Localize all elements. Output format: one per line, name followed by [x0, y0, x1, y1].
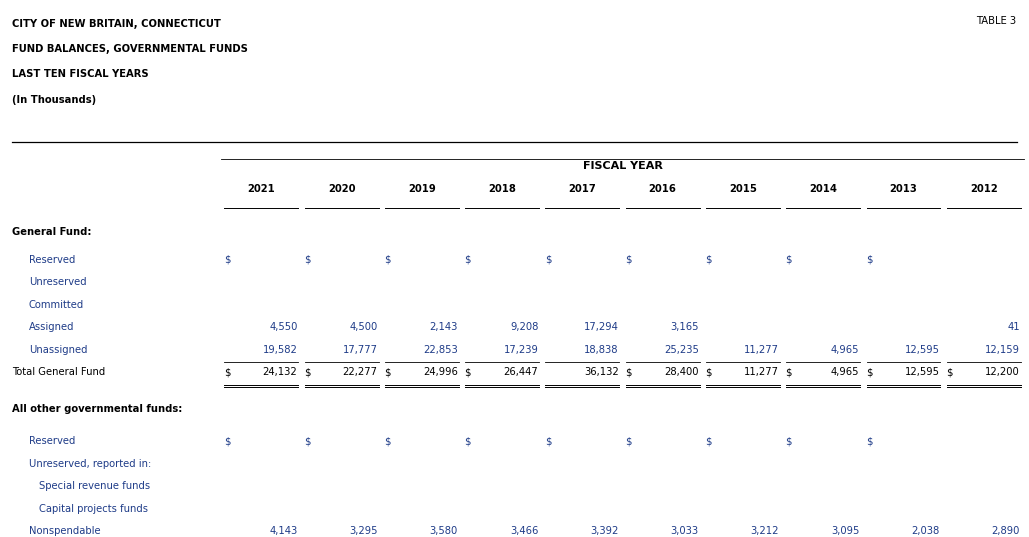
Text: Assigned: Assigned — [29, 322, 74, 332]
Text: 2014: 2014 — [809, 184, 838, 194]
Text: $: $ — [865, 255, 873, 265]
Text: 19,582: 19,582 — [262, 345, 297, 355]
Text: 4,143: 4,143 — [270, 526, 297, 536]
Text: 3,165: 3,165 — [670, 322, 699, 332]
Text: 9,208: 9,208 — [510, 322, 538, 332]
Text: 12,595: 12,595 — [904, 367, 939, 378]
Text: 18,838: 18,838 — [584, 345, 618, 355]
Text: $: $ — [544, 255, 552, 265]
Text: 2012: 2012 — [970, 184, 997, 194]
Text: $: $ — [705, 255, 712, 265]
Text: $: $ — [785, 436, 792, 446]
Text: Nonspendable: Nonspendable — [29, 526, 101, 536]
Text: $: $ — [464, 436, 471, 446]
Text: Unreserved: Unreserved — [29, 277, 86, 287]
Text: $: $ — [384, 255, 391, 265]
Text: $: $ — [384, 367, 391, 378]
Text: $: $ — [625, 367, 632, 378]
Text: $: $ — [705, 367, 712, 378]
Text: Special revenue funds: Special revenue funds — [39, 481, 150, 491]
Text: 3,033: 3,033 — [671, 526, 699, 536]
Text: All other governmental funds:: All other governmental funds: — [12, 404, 183, 414]
Text: 2020: 2020 — [328, 184, 355, 194]
Text: 28,400: 28,400 — [665, 367, 699, 378]
Text: $: $ — [223, 436, 230, 446]
Text: $: $ — [304, 436, 311, 446]
Text: Unassigned: Unassigned — [29, 345, 87, 355]
Text: FISCAL YEAR: FISCAL YEAR — [582, 161, 663, 171]
Text: 2015: 2015 — [729, 184, 757, 194]
Text: $: $ — [544, 436, 552, 446]
Text: 4,965: 4,965 — [830, 345, 859, 355]
Text: $: $ — [384, 436, 391, 446]
Text: $: $ — [785, 367, 792, 378]
Text: 36,132: 36,132 — [583, 367, 618, 378]
Text: 3,392: 3,392 — [591, 526, 618, 536]
Text: $: $ — [946, 367, 953, 378]
Text: 4,500: 4,500 — [350, 322, 378, 332]
Text: 2,890: 2,890 — [992, 526, 1020, 536]
Text: $: $ — [625, 436, 632, 446]
Text: General Fund:: General Fund: — [12, 227, 92, 237]
Text: 2017: 2017 — [569, 184, 596, 194]
Text: Total General Fund: Total General Fund — [12, 367, 106, 378]
Text: 26,447: 26,447 — [503, 367, 538, 378]
Text: 2,038: 2,038 — [912, 526, 939, 536]
Text: 25,235: 25,235 — [664, 345, 699, 355]
Text: TABLE 3: TABLE 3 — [977, 16, 1017, 26]
Text: $: $ — [625, 255, 632, 265]
Text: 17,777: 17,777 — [343, 345, 378, 355]
Text: 3,580: 3,580 — [430, 526, 458, 536]
Text: 17,239: 17,239 — [503, 345, 538, 355]
Text: 3,212: 3,212 — [750, 526, 779, 536]
Text: (In Thousands): (In Thousands) — [12, 95, 97, 105]
Text: 24,132: 24,132 — [262, 367, 297, 378]
Text: 4,550: 4,550 — [270, 322, 297, 332]
Text: Capital projects funds: Capital projects funds — [39, 504, 148, 514]
Text: 2021: 2021 — [248, 184, 275, 194]
Text: 2018: 2018 — [488, 184, 517, 194]
Text: 22,277: 22,277 — [343, 367, 378, 378]
Text: 3,295: 3,295 — [349, 526, 378, 536]
Text: LAST TEN FISCAL YEARS: LAST TEN FISCAL YEARS — [12, 69, 149, 79]
Text: Unreserved, reported in:: Unreserved, reported in: — [29, 459, 151, 469]
Text: Reserved: Reserved — [29, 436, 75, 446]
Text: 2,143: 2,143 — [430, 322, 458, 332]
Text: 17,294: 17,294 — [583, 322, 618, 332]
Text: 4,965: 4,965 — [830, 367, 859, 378]
Text: $: $ — [865, 367, 873, 378]
Text: $: $ — [464, 367, 471, 378]
Text: CITY OF NEW BRITAIN, CONNECTICUT: CITY OF NEW BRITAIN, CONNECTICUT — [12, 19, 221, 29]
Text: FUND BALANCES, GOVERNMENTAL FUNDS: FUND BALANCES, GOVERNMENTAL FUNDS — [12, 44, 248, 54]
Text: $: $ — [705, 436, 712, 446]
Text: 2016: 2016 — [648, 184, 677, 194]
Text: 3,095: 3,095 — [831, 526, 859, 536]
Text: 41: 41 — [1007, 322, 1020, 332]
Text: 12,595: 12,595 — [904, 345, 939, 355]
Text: $: $ — [223, 367, 230, 378]
Text: 2019: 2019 — [409, 184, 435, 194]
Text: $: $ — [304, 255, 311, 265]
Text: $: $ — [464, 255, 471, 265]
Text: 12,200: 12,200 — [985, 367, 1020, 378]
Text: $: $ — [865, 436, 873, 446]
Text: Committed: Committed — [29, 300, 84, 310]
Text: 11,277: 11,277 — [744, 367, 779, 378]
Text: $: $ — [223, 255, 230, 265]
Text: 12,159: 12,159 — [985, 345, 1020, 355]
Text: 22,853: 22,853 — [423, 345, 458, 355]
Text: 2013: 2013 — [890, 184, 917, 194]
Text: Reserved: Reserved — [29, 255, 75, 265]
Text: 24,996: 24,996 — [423, 367, 458, 378]
Text: $: $ — [304, 367, 311, 378]
Text: 11,277: 11,277 — [744, 345, 779, 355]
Text: $: $ — [785, 255, 792, 265]
Text: 3,466: 3,466 — [510, 526, 538, 536]
